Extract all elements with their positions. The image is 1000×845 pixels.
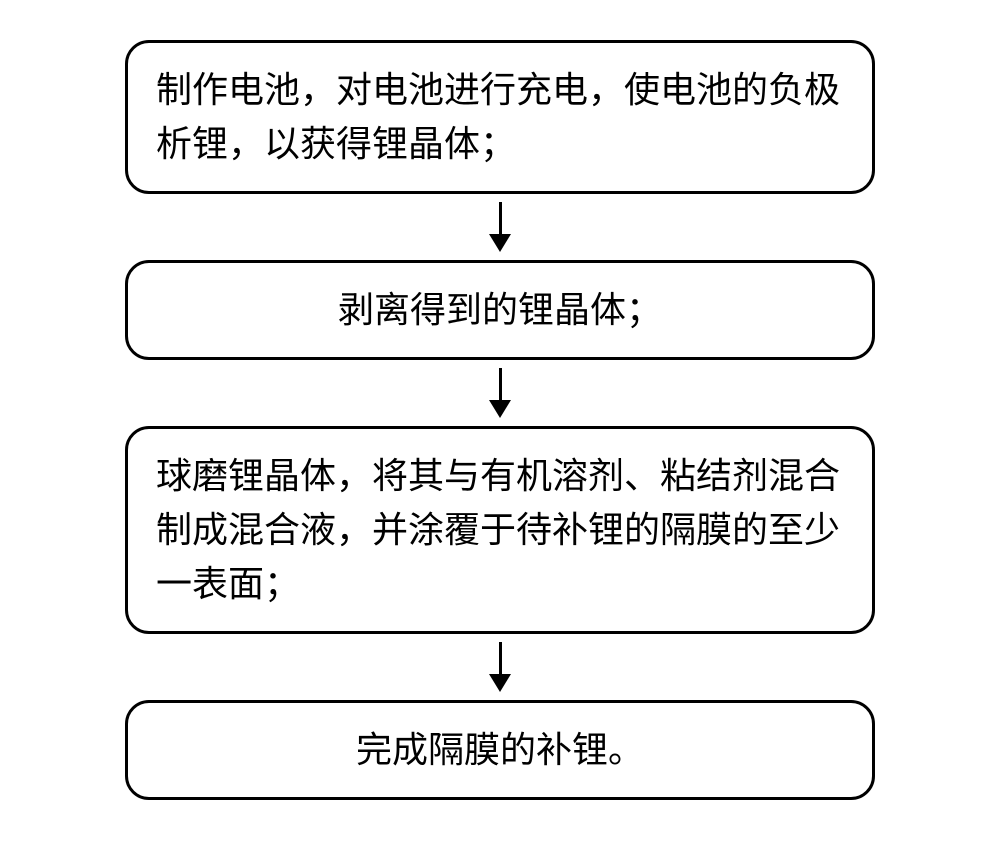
arrow-down-icon xyxy=(489,368,511,418)
arrow-line xyxy=(499,642,502,674)
arrow-head xyxy=(489,400,511,418)
arrow-down-icon xyxy=(489,642,511,692)
step-text: 制作电池，对电池进行充电，使电池的负极析锂，以获得锂晶体； xyxy=(156,70,840,164)
flowchart-container: 制作电池，对电池进行充电，使电池的负极析锂，以获得锂晶体； 剥离得到的锂晶体； … xyxy=(125,40,875,800)
flowchart-step-3: 球磨锂晶体，将其与有机溶剂、粘结剂混合制成混合液，并涂覆于待补锂的隔膜的至少一表… xyxy=(125,426,875,634)
arrow-head xyxy=(489,674,511,692)
arrow-line xyxy=(499,368,502,400)
step-text: 完成隔膜的补锂。 xyxy=(356,730,644,770)
arrow-line xyxy=(499,202,502,234)
flowchart-step-2: 剥离得到的锂晶体； xyxy=(125,260,875,360)
step-text: 球磨锂晶体，将其与有机溶剂、粘结剂混合制成混合液，并涂覆于待补锂的隔膜的至少一表… xyxy=(156,456,840,604)
step-text: 剥离得到的锂晶体； xyxy=(338,290,662,330)
arrow-down-icon xyxy=(489,202,511,252)
arrow-head xyxy=(489,234,511,252)
flowchart-step-4: 完成隔膜的补锂。 xyxy=(125,700,875,800)
flowchart-step-1: 制作电池，对电池进行充电，使电池的负极析锂，以获得锂晶体； xyxy=(125,40,875,194)
